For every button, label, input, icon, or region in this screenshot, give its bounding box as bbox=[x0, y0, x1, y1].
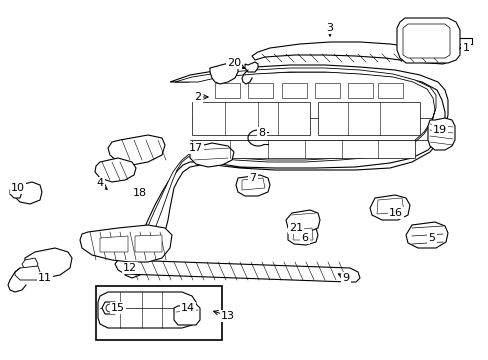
Text: 4: 4 bbox=[96, 178, 103, 188]
Text: 5: 5 bbox=[427, 233, 435, 243]
Text: 8: 8 bbox=[258, 128, 265, 138]
Text: 6: 6 bbox=[301, 233, 308, 243]
Polygon shape bbox=[135, 235, 162, 252]
Text: 1: 1 bbox=[462, 43, 468, 53]
Text: 7: 7 bbox=[249, 173, 256, 183]
Text: 18: 18 bbox=[133, 188, 147, 198]
Text: 19: 19 bbox=[432, 125, 446, 135]
Polygon shape bbox=[215, 83, 240, 98]
Polygon shape bbox=[25, 248, 72, 278]
Polygon shape bbox=[15, 266, 40, 280]
Polygon shape bbox=[285, 210, 319, 232]
Text: 20: 20 bbox=[226, 58, 241, 68]
Text: 14: 14 bbox=[181, 303, 195, 313]
Polygon shape bbox=[174, 304, 200, 325]
Polygon shape bbox=[244, 62, 258, 72]
Polygon shape bbox=[317, 102, 419, 135]
Text: 15: 15 bbox=[111, 303, 125, 313]
Polygon shape bbox=[347, 83, 372, 98]
Polygon shape bbox=[115, 260, 359, 282]
Polygon shape bbox=[102, 302, 118, 314]
Text: 21: 21 bbox=[288, 223, 303, 233]
Polygon shape bbox=[100, 236, 128, 252]
Polygon shape bbox=[192, 140, 414, 158]
Polygon shape bbox=[128, 68, 435, 272]
Text: 13: 13 bbox=[221, 311, 235, 321]
Polygon shape bbox=[108, 135, 164, 165]
Polygon shape bbox=[80, 225, 172, 262]
Text: 12: 12 bbox=[122, 263, 137, 273]
Polygon shape bbox=[98, 292, 196, 328]
Polygon shape bbox=[377, 83, 402, 98]
Bar bbox=[96, 286, 222, 340]
Polygon shape bbox=[369, 195, 409, 220]
Polygon shape bbox=[22, 258, 38, 270]
Polygon shape bbox=[427, 118, 454, 150]
Polygon shape bbox=[292, 228, 312, 240]
Polygon shape bbox=[396, 18, 459, 63]
Polygon shape bbox=[125, 65, 447, 278]
Text: 16: 16 bbox=[388, 208, 402, 218]
Polygon shape bbox=[209, 62, 238, 84]
Polygon shape bbox=[402, 24, 449, 58]
Text: 10: 10 bbox=[11, 183, 25, 193]
Text: 2: 2 bbox=[194, 92, 201, 102]
Polygon shape bbox=[282, 83, 306, 98]
Polygon shape bbox=[251, 42, 449, 64]
Text: 9: 9 bbox=[342, 273, 349, 283]
Polygon shape bbox=[15, 182, 42, 204]
Polygon shape bbox=[95, 158, 136, 182]
Polygon shape bbox=[236, 175, 269, 196]
Polygon shape bbox=[314, 83, 339, 98]
Polygon shape bbox=[247, 83, 272, 98]
Text: 17: 17 bbox=[188, 143, 203, 153]
Polygon shape bbox=[10, 186, 22, 198]
Polygon shape bbox=[190, 143, 234, 167]
Polygon shape bbox=[192, 102, 309, 135]
Text: 11: 11 bbox=[38, 273, 52, 283]
Polygon shape bbox=[242, 178, 264, 190]
Polygon shape bbox=[376, 198, 403, 214]
Polygon shape bbox=[405, 222, 447, 248]
Text: 3: 3 bbox=[326, 23, 333, 33]
Polygon shape bbox=[287, 225, 317, 245]
